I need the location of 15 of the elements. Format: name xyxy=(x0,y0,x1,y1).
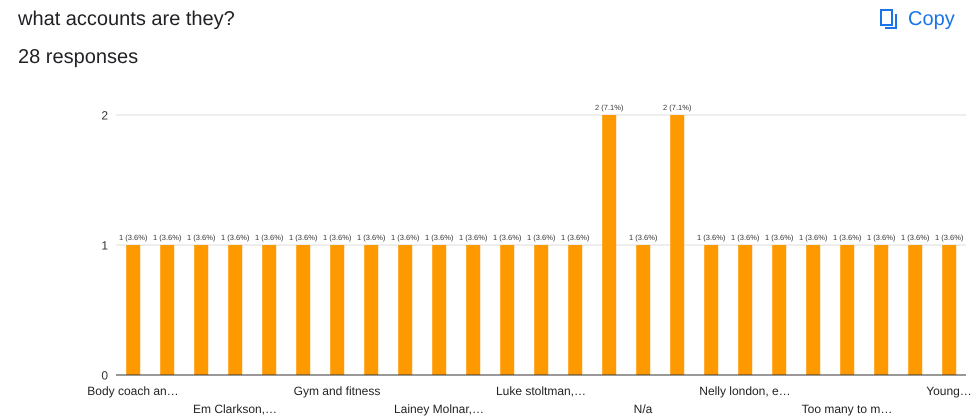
text: Copy xyxy=(908,8,955,31)
x-tick-label: Young… xyxy=(926,384,972,398)
x-tick-label: Luke stoltman,… xyxy=(496,384,586,398)
y-tick-label: 2 xyxy=(101,108,108,122)
x-tick-label: Body coach an… xyxy=(87,384,179,398)
chart-title: what accounts are they? xyxy=(18,8,235,31)
y-tick-label: 1 xyxy=(101,238,108,252)
x-tick-label: Too many to m… xyxy=(802,402,892,416)
x-tick-label: Gym and fitness xyxy=(294,384,380,398)
x-tick-label: Em Clarkson,… xyxy=(192,402,278,416)
x-tick-label: Nelly london, e… xyxy=(699,384,791,398)
x-tick-label: Lainey Molnar,… xyxy=(394,402,484,416)
x-tick-label: N/a xyxy=(634,402,653,416)
chart-subtitle: 28 responses xyxy=(18,46,138,69)
y-tick-label: 0 xyxy=(101,368,108,382)
